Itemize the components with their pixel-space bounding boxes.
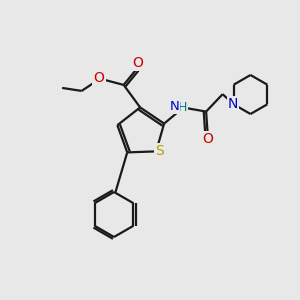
Text: H: H (178, 101, 188, 115)
Text: S: S (155, 144, 164, 158)
Text: O: O (94, 71, 104, 85)
Text: O: O (132, 56, 143, 70)
Text: N: N (228, 97, 238, 111)
Text: O: O (202, 132, 213, 146)
Text: N: N (169, 100, 179, 113)
